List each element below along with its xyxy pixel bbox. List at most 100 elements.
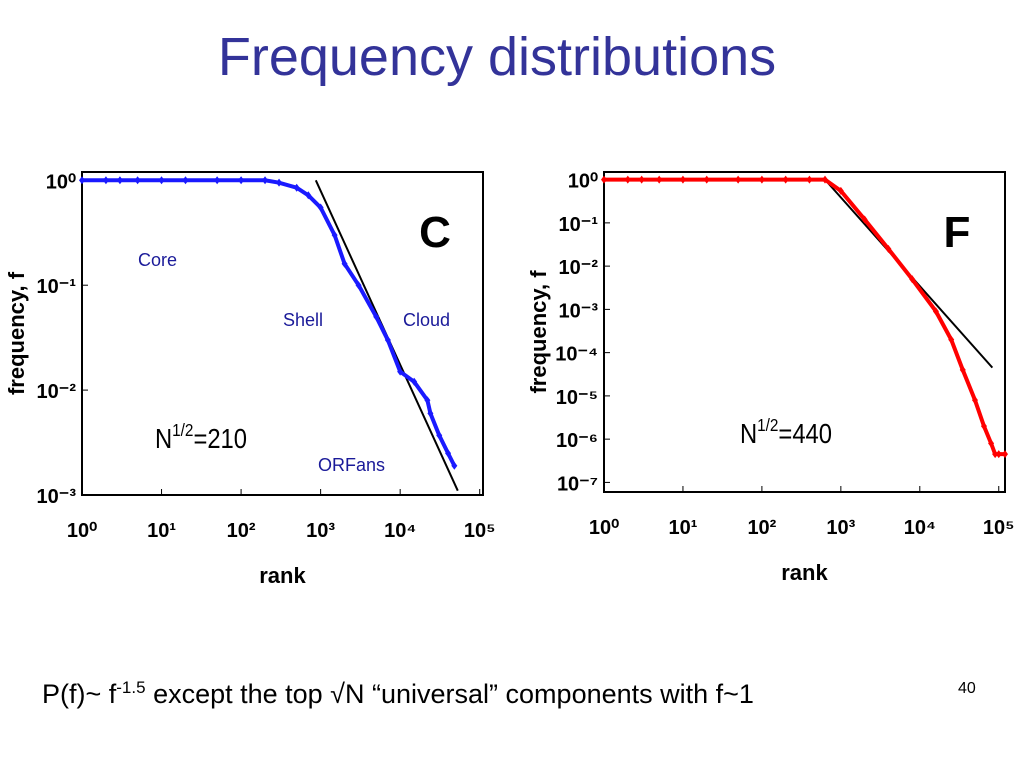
- point: [971, 396, 978, 405]
- point: [782, 175, 789, 184]
- x-tick-label: 10⁴: [384, 520, 416, 542]
- y-tick-label: 10⁻³: [37, 486, 77, 508]
- point: [445, 449, 452, 458]
- x-tick-label: 10³: [826, 517, 855, 539]
- page-number: 40: [958, 680, 976, 697]
- point: [861, 215, 868, 224]
- point: [102, 176, 109, 185]
- y-tick-label: 10⁰: [46, 171, 76, 193]
- point: [980, 422, 987, 431]
- y-tick-label: 10⁻⁵: [556, 387, 598, 409]
- x-tick-label: 10⁴: [904, 517, 936, 539]
- x-axis-label: rank: [781, 560, 828, 585]
- x-tick-label: 10⁵: [464, 520, 496, 542]
- point: [79, 176, 85, 185]
- chart: 10⁰ 10¹ 10² 10³ 10⁴ 10⁵ 10⁰ 10⁻¹ 10⁻² 10⁻³ rank fre…: [4, 171, 496, 588]
- x-tick-label: 10³: [306, 520, 335, 542]
- point: [158, 176, 165, 185]
- point: [948, 335, 955, 344]
- y-tick-label: 10⁻⁷: [557, 473, 598, 495]
- point: [679, 175, 686, 184]
- x-tick-label: 10⁰: [589, 517, 619, 539]
- point: [436, 431, 443, 440]
- annotation-n-rest: =210: [193, 422, 247, 454]
- y-tick-label: 10⁻⁶: [556, 430, 598, 452]
- x-tick-label: 10²: [747, 517, 776, 539]
- annotation: Core: [138, 250, 177, 270]
- point: [451, 461, 458, 470]
- point: [305, 191, 312, 200]
- point: [1002, 450, 1008, 459]
- annotation-n-base: N: [740, 417, 757, 449]
- point: [355, 281, 362, 290]
- panel-label: C: [419, 208, 451, 257]
- point: [992, 450, 999, 459]
- caption-sup: -1.5: [116, 678, 145, 697]
- y-tick-label: 10⁻²: [37, 381, 77, 403]
- point: [397, 367, 404, 376]
- annotation-n-sup: 1/2: [172, 420, 193, 440]
- annotation: ORFans: [318, 455, 385, 475]
- point: [116, 176, 123, 185]
- point: [638, 175, 645, 184]
- y-axis-label: frequency, f: [4, 271, 29, 395]
- point: [262, 176, 269, 185]
- point: [822, 175, 829, 184]
- point: [182, 176, 189, 185]
- point: [427, 409, 434, 418]
- point: [424, 396, 431, 405]
- point: [317, 203, 324, 212]
- point: [995, 450, 1002, 459]
- series-line: [604, 177, 1005, 457]
- y-tick-label: 10⁻⁴: [555, 344, 598, 366]
- point: [238, 176, 245, 185]
- point: [293, 183, 300, 192]
- point: [341, 259, 348, 268]
- point: [988, 439, 995, 448]
- x-tick-label: 10¹: [668, 517, 697, 539]
- x-tick-label: 10²: [227, 520, 256, 542]
- point: [735, 175, 742, 184]
- y-tick-label: 10⁻¹: [37, 276, 77, 298]
- point: [214, 176, 221, 185]
- annotation-n: N1/2=210: [155, 420, 247, 455]
- y-tick-label: 10⁰: [568, 171, 598, 193]
- y-tick-label: 10⁻³: [559, 300, 599, 322]
- point: [909, 275, 916, 284]
- point: [932, 307, 939, 316]
- x-tick-label: 10⁰: [67, 520, 97, 542]
- point: [411, 377, 418, 386]
- x-tick-label: 10⁵: [983, 517, 1015, 539]
- plot-frame: [603, 171, 1006, 493]
- y-tick-label: 10⁻¹: [559, 214, 599, 236]
- annotation: Shell: [283, 310, 323, 330]
- point: [624, 175, 631, 184]
- point: [806, 175, 813, 184]
- plot-frame: [81, 171, 484, 496]
- x-axis-label: rank: [259, 563, 306, 588]
- point: [134, 176, 141, 185]
- y-axis-label: frequency, f: [526, 270, 551, 394]
- annotation-n-rest: =440: [778, 417, 832, 449]
- point: [601, 175, 607, 184]
- point: [373, 312, 380, 321]
- annotation-n-base: N: [155, 422, 172, 454]
- point: [703, 175, 710, 184]
- point: [758, 175, 765, 184]
- x-tick-label: 10¹: [147, 520, 176, 542]
- point: [331, 231, 338, 240]
- point: [276, 178, 283, 187]
- point: [837, 186, 844, 195]
- slide-title: Frequency distributions: [218, 27, 776, 87]
- annotation: Cloud: [403, 310, 450, 330]
- point: [656, 175, 663, 184]
- y-tick-label: 10⁻²: [559, 257, 599, 279]
- point: [384, 336, 391, 345]
- point: [959, 365, 966, 374]
- annotation-n-sup: 1/2: [757, 415, 778, 435]
- chart: 10⁰ 10¹ 10² 10³ 10⁴ 10⁵ 10⁰ 10⁻¹ 10⁻² 10⁻³ 10⁻⁴ 10⁻…: [526, 171, 1015, 585]
- panel-label: F: [944, 208, 971, 257]
- caption-start: P(f)~ f: [42, 679, 117, 709]
- caption: P(f)~ f-1.5 except the top √N “universal…: [42, 678, 754, 709]
